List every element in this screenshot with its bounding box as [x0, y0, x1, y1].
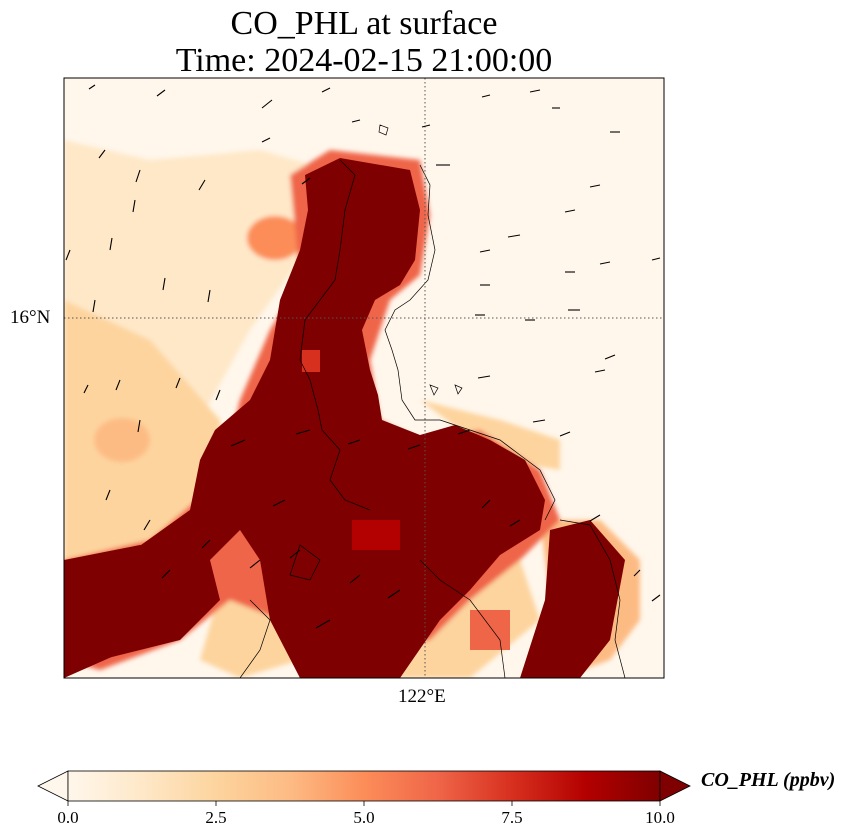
- colorbar-tick-label: 5.0: [353, 808, 375, 827]
- colorbar-tick-label: 10.0: [645, 808, 675, 827]
- colorbar-tick-label: 7.5: [501, 808, 523, 827]
- colorbar-under-extend: [37, 770, 69, 802]
- colorbar-tick-label: 0.0: [57, 808, 79, 827]
- concentration-field: [64, 78, 664, 678]
- map-frame: [63, 77, 665, 679]
- colorbar-tick-label: 2.5: [205, 808, 227, 827]
- colorbar-ticks: [67, 801, 661, 806]
- colorbar-over-extend: [659, 770, 691, 802]
- plot-title-line1: CO_PHL at surface: [230, 5, 498, 42]
- lon-tick-label: 122°E: [398, 686, 446, 707]
- colorbar-gradient: [67, 770, 661, 802]
- plot-title-line2: Time: 2024-02-15 21:00:00: [175, 42, 553, 79]
- lat-tick-label: 16°N: [10, 307, 51, 328]
- wind-vectors: [65, 84, 661, 629]
- high-concentration-core: [64, 158, 625, 678]
- coastline: [239, 124, 626, 678]
- colorbar-label: CO_PHL (ppbv): [701, 769, 836, 791]
